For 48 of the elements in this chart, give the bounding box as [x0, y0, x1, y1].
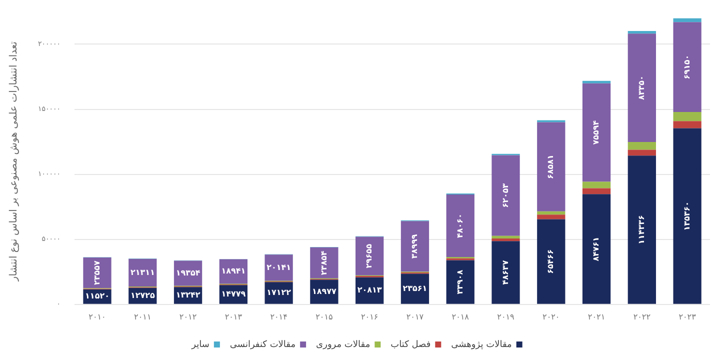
data-label: ۲۰۱۴۱ [266, 262, 292, 272]
data-label: ۲۳۸۵۴ [319, 250, 328, 276]
legend-label: مقالات مروری [316, 340, 370, 350]
data-label: ۱۱۴۳۳۶ [636, 215, 646, 244]
x-tick-label: ۲۰۱۹ [497, 312, 514, 322]
data-label: ۱۳۲۴۲ [176, 290, 200, 300]
data-label: ۱۷۱۲۲ [266, 288, 292, 298]
data-label: ۱۱۵۲۰ [85, 292, 110, 301]
data-label: ۴۸۶۳۷ [500, 260, 510, 285]
x-tick-label: ۲۰۲۱ [588, 312, 606, 322]
legend-label: سایر [190, 340, 210, 350]
legend-label: فصل کتاب [390, 340, 431, 350]
data-label: ۳۸۹۹۹ [410, 234, 420, 259]
x-tick-label: ۲۰۱۲ [179, 312, 197, 322]
legend-label: مقالات پژوهشی [451, 340, 512, 350]
x-tick-label: ۲۰۲۳ [678, 312, 697, 322]
data-label: ۶۵۴۶۶ [546, 249, 556, 274]
data-label: ۲۰۸۱۳ [357, 286, 382, 295]
data-label: ۴۸۰۶۰ [455, 214, 464, 238]
x-tick-label: ۲۰۱۸ [452, 312, 470, 322]
x-tick-label: ۲۰۲۲ [633, 312, 651, 322]
data-label: ۱۲۷۲۵ [130, 290, 155, 300]
data-label: ۶۹۱۵۰ [682, 54, 692, 80]
data-label: ۸۴۷۶۱ [592, 236, 601, 262]
data-label: ۱۹۳۵۴ [176, 268, 200, 278]
data-label: ۸۳۳۵۰ [636, 76, 646, 100]
data-label: ۱۳۵۳۶۰ [682, 201, 692, 231]
data-label: ۱۸۹۴۱ [221, 266, 246, 276]
x-tick-label: ۲۰۱۳ [224, 312, 243, 322]
data-label: ۶۸۵۸۱ [546, 154, 556, 180]
data-label: ۳۳۹۰۸ [455, 270, 464, 294]
data-label: ۱۴۷۷۹ [221, 290, 246, 299]
x-tick-label: ۲۰۱۴ [270, 312, 288, 322]
data-label: ۲۹۶۵۵ [364, 244, 374, 268]
x-tick-label: ۲۰۱۱ [134, 312, 152, 322]
data-label: ۲۱۳۱۱ [130, 268, 155, 277]
data-label: ۲۳۵۵۷ [92, 260, 102, 285]
data-label: ۶۲۰۵۳ [500, 183, 510, 208]
y-axis-title: تعداد انتشارات علمی هوش مصنوعی بر اساس نوع انتشار [8, 41, 20, 282]
data-label: ۱۸۹۷۷ [312, 286, 337, 296]
x-tick-label: ۲۰۱۰ [88, 312, 106, 322]
data-label: ۷۵۵۹۴ [592, 120, 601, 145]
legend-label: مقالات کنفرانسی [230, 340, 296, 350]
x-tick-label: ۲۰۱۷ [406, 312, 424, 322]
x-tick-label: ۲۰۱۶ [360, 312, 378, 322]
x-tick-label: ۲۰۱۵ [316, 312, 333, 322]
data-label: ۲۳۵۶۱ [402, 284, 428, 293]
x-tick-label: ۲۰۲۰ [542, 312, 560, 322]
